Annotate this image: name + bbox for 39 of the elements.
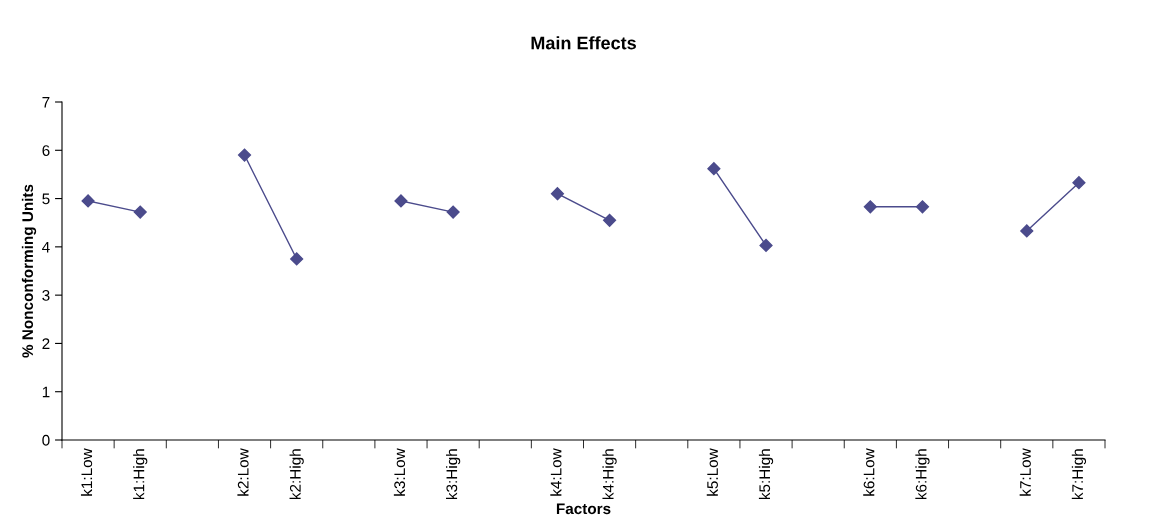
- x-tick-label: k5:Low: [706, 448, 718, 496]
- point: [446, 205, 460, 219]
- point: [863, 200, 877, 214]
- x-tick-label: k5:High: [758, 449, 774, 500]
- point: [759, 238, 773, 252]
- y-tick-label: 7: [42, 97, 50, 108]
- point: [915, 200, 930, 214]
- point: [1072, 176, 1086, 190]
- y-tick-label: 2: [42, 338, 50, 349]
- point: [394, 194, 408, 208]
- x-tick-label: k7:Low: [1019, 448, 1031, 496]
- x-axis-title: Factors: [556, 503, 611, 515]
- point: [602, 213, 617, 227]
- y-tick-label: 4: [42, 241, 50, 253]
- x-tick-label: k3:High: [446, 449, 461, 500]
- x-tick-label: k1:Low: [80, 448, 93, 496]
- x-tick-label: k7:High: [1071, 449, 1087, 500]
- y-tick-label: 5: [42, 193, 50, 205]
- x-tick-label: k4:High: [602, 449, 617, 500]
- point: [81, 194, 95, 208]
- point: [133, 205, 147, 219]
- x-tick-label: k6:High: [915, 449, 930, 500]
- x-tick-label: k2:High: [289, 449, 304, 500]
- point: [550, 187, 565, 201]
- point: [237, 148, 252, 162]
- y-tick-label: 0: [42, 434, 50, 446]
- x-tick-label: k2:Low: [237, 448, 249, 496]
- x-tick-label: k6:Low: [863, 448, 875, 496]
- x-tick-label: k3:Low: [393, 448, 406, 496]
- y-tick-label: 3: [42, 290, 50, 301]
- point: [707, 162, 721, 176]
- point: [1020, 224, 1034, 238]
- x-tick-label: k4:Low: [550, 448, 562, 496]
- point: [290, 252, 304, 266]
- chart-title: Main Effects: [531, 36, 636, 50]
- y-tick-label: 6: [42, 145, 50, 156]
- x-tick-label: k1:High: [133, 449, 148, 500]
- y-tick-label: 1: [42, 386, 50, 398]
- y-axis-title: % Nonconforming Units: [21, 184, 37, 358]
